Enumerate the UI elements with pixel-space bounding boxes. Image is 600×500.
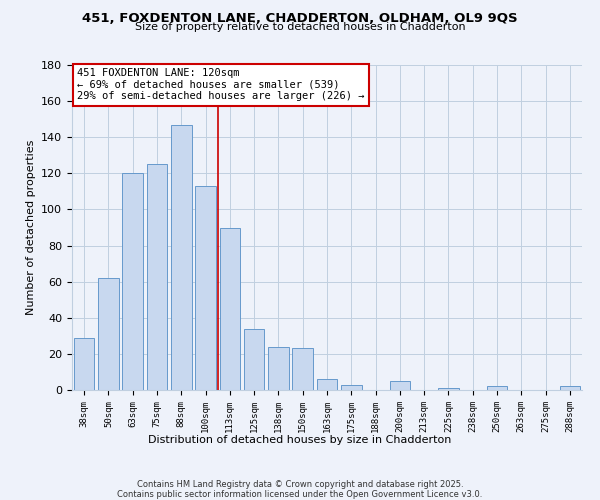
Bar [195,186,216,390]
Bar [389,381,410,390]
Bar [220,228,240,390]
Text: 451 FOXDENTON LANE: 120sqm
← 69% of detached houses are smaller (539)
29% of sem: 451 FOXDENTON LANE: 120sqm ← 69% of deta… [77,68,365,102]
Bar [268,346,289,390]
Bar [171,124,191,390]
Bar [122,174,143,390]
Bar [98,278,119,390]
Text: Size of property relative to detached houses in Chadderton: Size of property relative to detached ho… [134,22,466,32]
Bar [74,338,94,390]
Bar [487,386,508,390]
Bar [438,388,459,390]
Text: Distribution of detached houses by size in Chadderton: Distribution of detached houses by size … [148,435,452,445]
Bar [341,384,362,390]
Bar [292,348,313,390]
Text: Contains HM Land Registry data © Crown copyright and database right 2025.
Contai: Contains HM Land Registry data © Crown c… [118,480,482,500]
Text: 451, FOXDENTON LANE, CHADDERTON, OLDHAM, OL9 9QS: 451, FOXDENTON LANE, CHADDERTON, OLDHAM,… [82,12,518,26]
Bar [317,379,337,390]
Bar [146,164,167,390]
Y-axis label: Number of detached properties: Number of detached properties [26,140,35,315]
Bar [560,386,580,390]
Bar [244,328,265,390]
